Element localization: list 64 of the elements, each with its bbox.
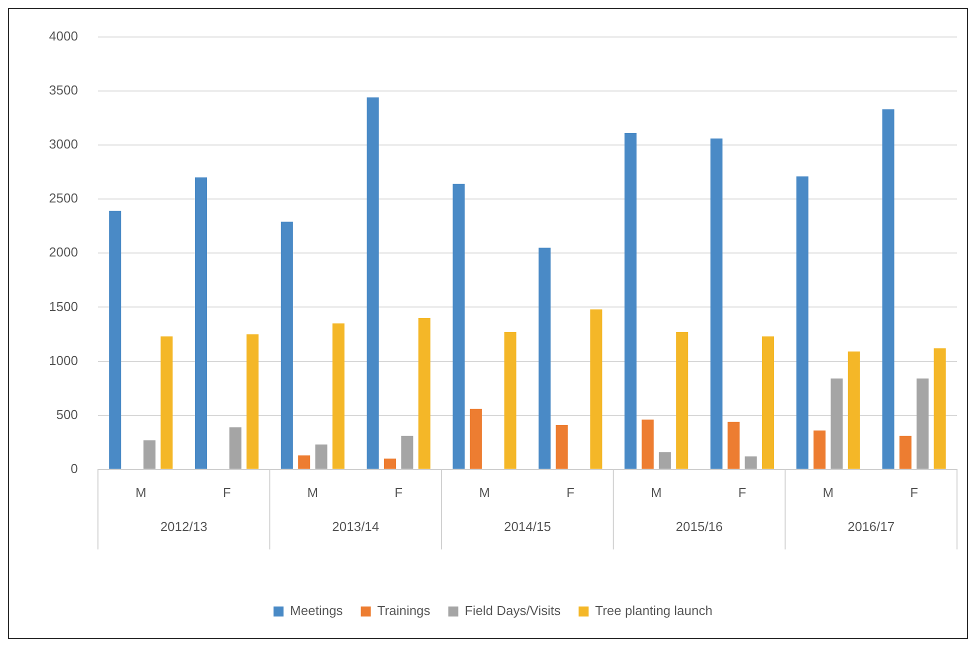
bar — [676, 332, 688, 469]
bar — [160, 336, 173, 469]
bar — [590, 309, 602, 469]
x-tick-label: F — [222, 484, 231, 500]
bar — [642, 420, 654, 469]
y-tick-label: 1000 — [49, 352, 78, 368]
x-tick-label: F — [910, 484, 918, 500]
text: 2015/16 — [676, 518, 723, 534]
bar — [109, 210, 122, 469]
y-tick-label: 2000 — [49, 244, 78, 260]
bar — [470, 408, 482, 469]
x-tick-label: M — [479, 484, 490, 500]
bar — [934, 348, 946, 469]
x-tick-label: M — [135, 484, 146, 500]
bar — [315, 444, 328, 469]
bar — [710, 138, 722, 469]
bar — [504, 332, 516, 469]
x-tick-label: M — [822, 484, 834, 500]
bar — [556, 425, 568, 469]
bar — [418, 318, 430, 469]
bar — [194, 177, 208, 469]
bar — [366, 97, 379, 469]
y-tick-label: 2500 — [49, 190, 78, 206]
bar — [280, 222, 293, 469]
bar — [624, 133, 637, 469]
x-tick-label: M — [650, 484, 662, 500]
bar — [246, 334, 259, 469]
y-tick-label: 0 — [70, 460, 78, 476]
legend-label: Tree planting launch — [595, 603, 712, 618]
bar — [384, 458, 396, 469]
bar — [848, 352, 860, 469]
bar — [762, 336, 774, 469]
y-tick-label: 4000 — [49, 28, 78, 44]
legend-label: Field Days/Visits — [464, 603, 562, 618]
x-tick-label: F — [394, 484, 403, 500]
bar — [452, 184, 465, 469]
y-tick-label: 1500 — [49, 298, 78, 314]
bar — [916, 378, 929, 469]
y-tick-label: 3000 — [49, 136, 78, 152]
bar — [796, 176, 808, 469]
bar — [658, 452, 671, 469]
text: 2013/14 — [332, 518, 380, 534]
bar — [538, 248, 551, 469]
text: 2016/17 — [848, 518, 895, 534]
bar — [728, 422, 740, 469]
bar — [401, 436, 414, 469]
bar — [229, 427, 242, 469]
bar — [899, 436, 912, 469]
x-tick-label: F — [566, 484, 574, 500]
bar — [814, 430, 826, 469]
bar — [332, 323, 344, 469]
legend-label: Trainings — [377, 603, 431, 618]
bar — [882, 109, 894, 469]
bar — [298, 455, 310, 469]
text: 2012/13 — [160, 518, 208, 534]
bar — [143, 440, 156, 469]
legend-label: Meetings — [290, 603, 344, 618]
text: 2014/15 — [504, 518, 551, 534]
y-tick-label: 3500 — [49, 82, 78, 98]
bar — [830, 378, 843, 469]
x-tick-label: M — [307, 484, 318, 500]
bar — [744, 456, 757, 469]
x-tick-label: F — [738, 484, 746, 500]
y-tick-label: 500 — [56, 406, 78, 422]
